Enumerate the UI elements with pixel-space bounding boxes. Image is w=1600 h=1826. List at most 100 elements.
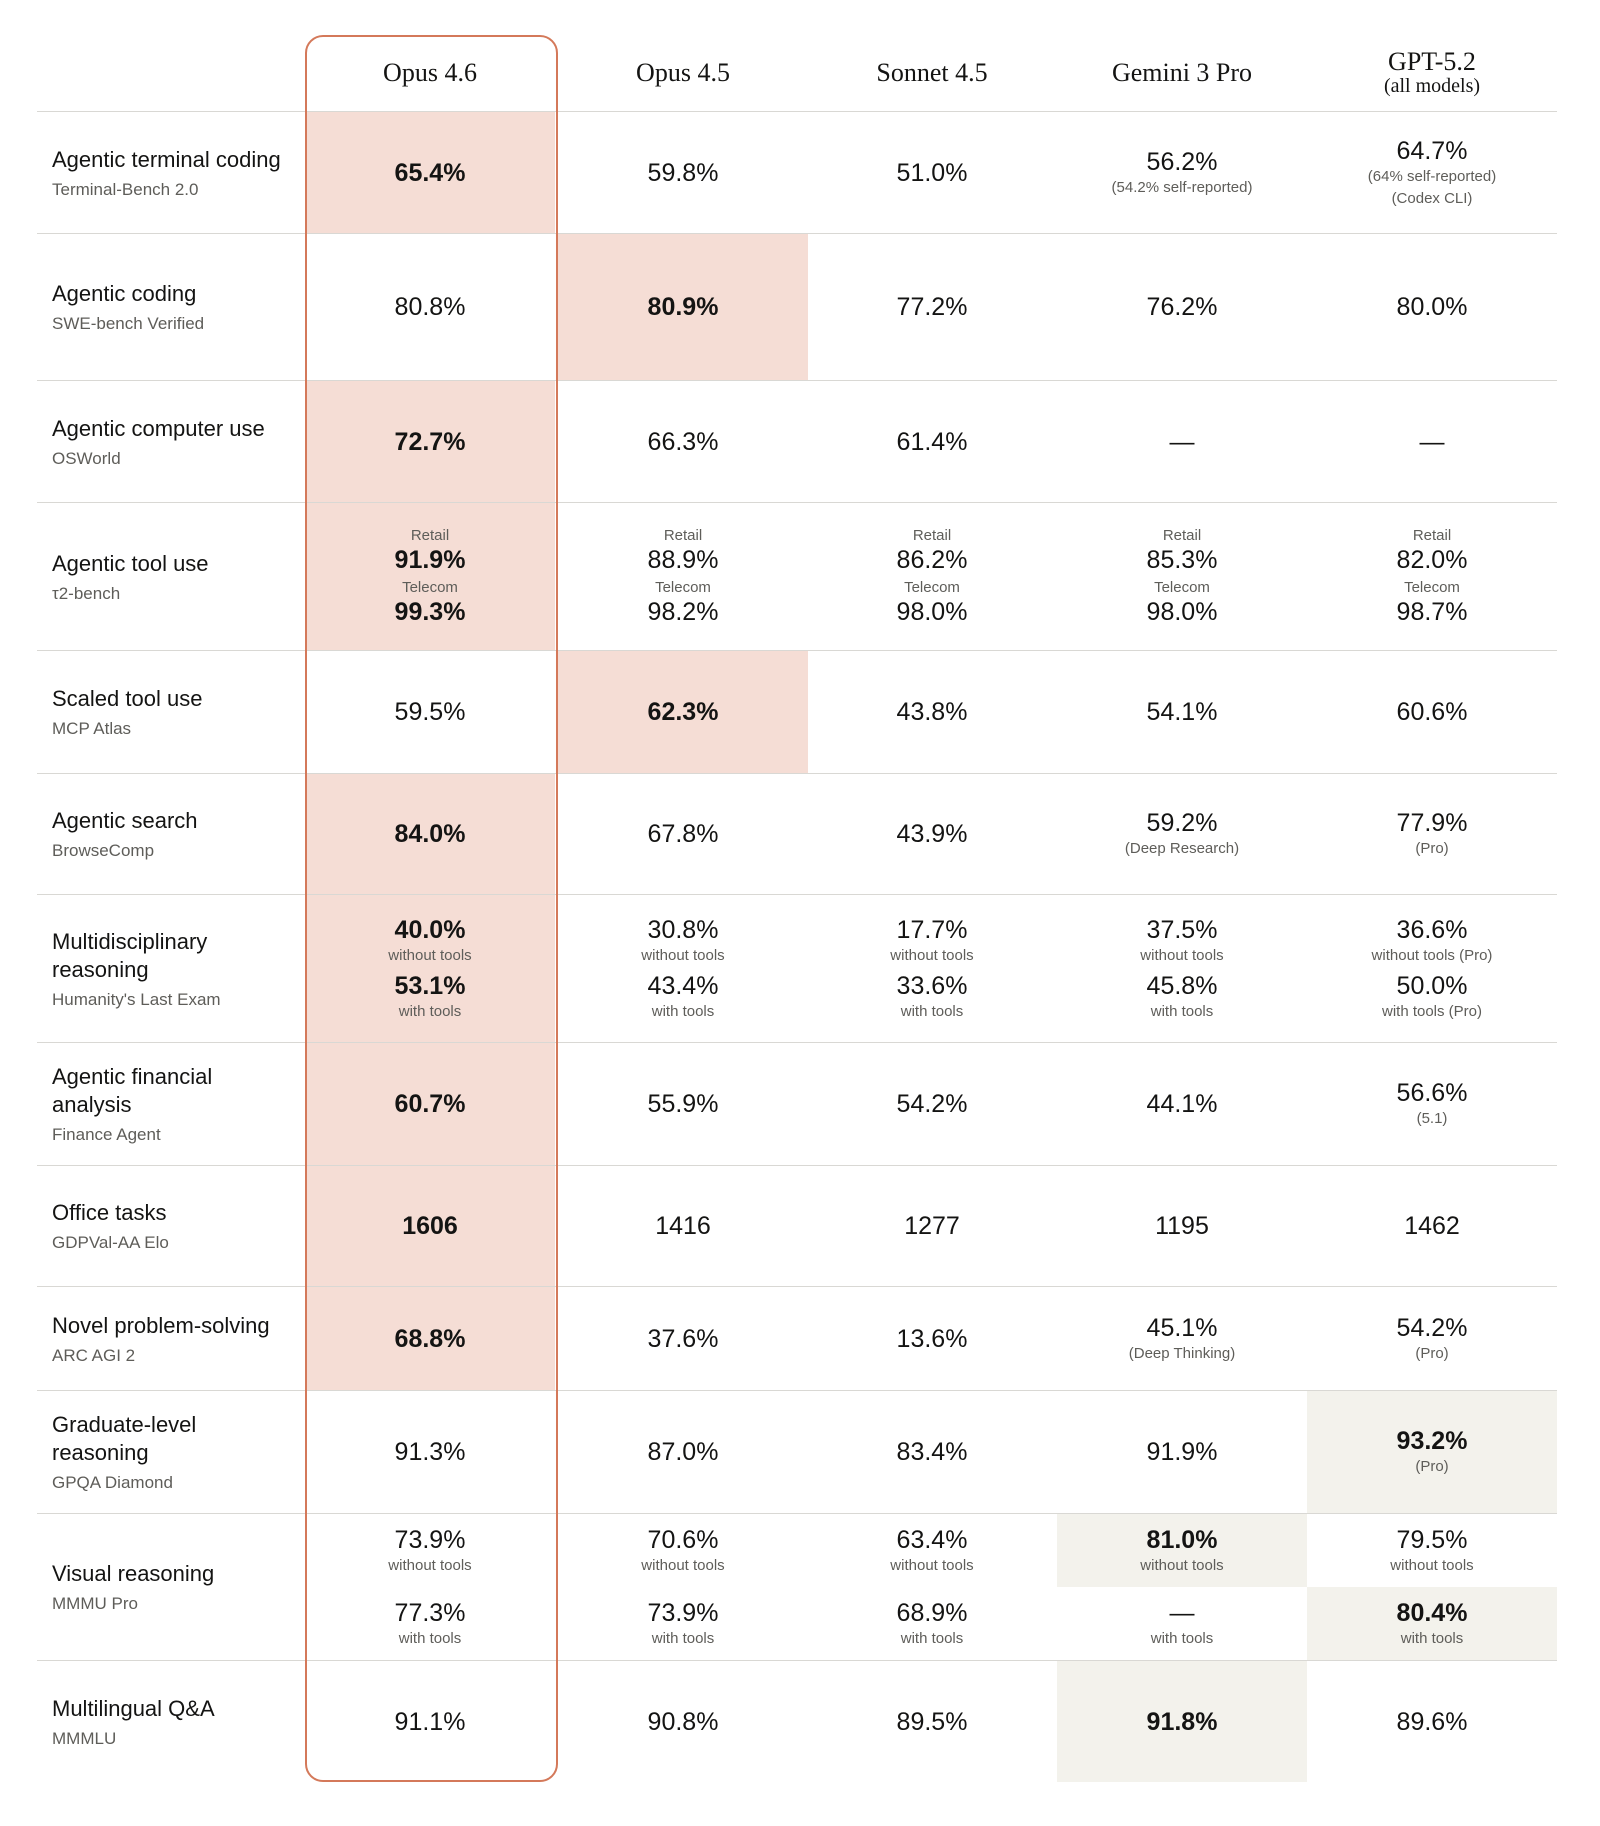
score-item: 68.8% — [305, 1324, 555, 1354]
score-cell: 68.8% — [305, 1287, 555, 1390]
column-header: GPT-5.2 (all models) — [1307, 35, 1557, 111]
score-value: 59.8% — [647, 158, 719, 187]
benchmark-label: Multilingual Q&A MMMLU — [52, 1661, 292, 1782]
score-note: (Pro) — [1415, 1344, 1449, 1362]
score-cell: 77.2% — [807, 234, 1057, 380]
score-value: 68.9% — [896, 1598, 968, 1627]
benchmark-name: MCP Atlas — [52, 719, 132, 738]
score-value: 65.4% — [394, 158, 466, 187]
benchmark-table: Opus 4.6 Opus 4.5 Sonnet 4.5 Gemini 3 Pro GP… — [37, 0, 1557, 1800]
benchmark-name: MMMLU — [52, 1728, 117, 1748]
benchmark-name: ARC AGI 2 — [52, 1345, 136, 1365]
score-value: 59.5% — [394, 698, 466, 726]
score-item: 73.9% without tools — [305, 1514, 555, 1587]
score-value: 72.7% — [394, 427, 466, 456]
benchmark-name: MMMU Pro — [52, 1594, 138, 1613]
score-value: 79.5% — [1396, 1525, 1468, 1554]
score-cell: 45.1% (Deep Thinking) — [1057, 1287, 1307, 1390]
score-value: 90.8% — [647, 1707, 719, 1736]
benchmark-label: Agentic coding SWE-bench Verified — [52, 234, 292, 380]
table-row: Agentic coding SWE-bench Verified 80.8% 80.… — [37, 233, 1557, 380]
score-value: 98.2% — [647, 597, 719, 626]
score-item: 59.8% — [558, 158, 808, 188]
score-cell: 13.6% — [807, 1287, 1057, 1390]
score-value: 50.0% — [1396, 971, 1468, 1000]
score-item: 51.0% — [807, 158, 1057, 188]
benchmark-title: Agentic terminal coding — [52, 146, 281, 172]
score-cell: 72.7% — [305, 381, 555, 502]
table-row: Agentic financial analysis Finance Agent 6… — [37, 1042, 1557, 1165]
score-item: 56.6% (5.1) — [1307, 1078, 1557, 1130]
score-value: 70.6% — [647, 1525, 719, 1554]
score-item: 80.9% — [558, 292, 808, 322]
score-cell: 80.8% — [305, 234, 555, 380]
score-cell: 56.6% (5.1) — [1307, 1043, 1557, 1165]
score-value: 64.7% — [1396, 136, 1468, 165]
score-cell: 91.1% — [305, 1661, 555, 1782]
score-value: 84.0% — [394, 820, 466, 848]
table-row: Office tasks GDPVal-AA Elo 1606 1416 1277 119… — [37, 1165, 1557, 1286]
score-value: 43.4% — [647, 971, 719, 1000]
score-note: without tools (Pro) — [1371, 946, 1493, 964]
score-item: 83.4% — [807, 1437, 1057, 1467]
score-item: 45.8% with tools — [1057, 971, 1307, 1023]
score-item: 89.5% — [807, 1707, 1057, 1737]
score-label: Telecom — [1404, 578, 1460, 596]
score-item: 60.7% — [305, 1089, 555, 1119]
score-value: 63.4% — [896, 1525, 968, 1554]
score-item: 54.2% (Pro) — [1307, 1313, 1557, 1365]
score-value: 91.1% — [394, 1707, 466, 1736]
score-cell: 40.0% without tools 53.1% with tools — [305, 895, 555, 1042]
score-item: 91.8% — [1057, 1707, 1307, 1737]
score-cell: 54.2% (Pro) — [1307, 1287, 1557, 1390]
benchmark-name: BrowseComp — [52, 841, 155, 860]
score-item: 77.9% (Pro) — [1307, 808, 1557, 860]
score-value: 98.7% — [1396, 597, 1468, 626]
score-value: 13.6% — [896, 1324, 968, 1353]
score-cell: Retail 86.2% Telecom 98.0% — [807, 503, 1057, 650]
benchmark-name: τ2-bench — [52, 583, 121, 603]
score-cell: 91.3% — [305, 1391, 555, 1513]
score-cell: 56.2% (54.2% self-reported) — [1057, 112, 1307, 233]
score-cell: 62.3% — [558, 651, 808, 773]
score-item: 36.6% without tools (Pro) — [1307, 915, 1557, 967]
score-item: 59.5% — [305, 697, 555, 727]
score-note: with tools — [1150, 1629, 1214, 1647]
score-value: 1195 — [1155, 1212, 1209, 1240]
score-label: Telecom — [402, 578, 458, 596]
score-label: Telecom — [1154, 578, 1210, 596]
column-header-name: GPT-5.2 — [1388, 47, 1476, 76]
score-value: 1606 — [402, 1212, 458, 1240]
score-note: (Pro) — [1415, 840, 1449, 857]
score-value: 85.3% — [1146, 545, 1218, 574]
benchmark-title: Graduate-level reasoning — [52, 1412, 197, 1465]
score-note: with tools — [651, 1629, 715, 1647]
score-cell: 91.8% — [1057, 1661, 1307, 1782]
score-value: 93.2% — [1396, 1427, 1468, 1455]
benchmark-name: GPQA Diamond — [52, 1473, 173, 1492]
score-value: 86.2% — [896, 545, 968, 574]
score-item: 67.8% — [558, 819, 808, 849]
score-value: 98.0% — [1146, 597, 1218, 626]
benchmark-title: Agentic tool use — [52, 550, 209, 576]
score-note: with tools — [1400, 1629, 1464, 1647]
score-value: 45.1% — [1146, 1313, 1218, 1342]
score-cell: 43.8% — [807, 651, 1057, 773]
score-cell: 76.2% — [1057, 234, 1307, 380]
score-value: 76.2% — [1146, 293, 1218, 321]
score-cell: — — [1307, 381, 1557, 502]
score-cell: Retail 88.9% Telecom 98.2% — [558, 503, 808, 650]
score-cell: — — [1057, 381, 1307, 502]
score-item: Telecom 98.0% — [807, 579, 1057, 627]
score-cell: 81.0% without tools — with tools — [1057, 1514, 1307, 1660]
score-cell: 80.0% — [1307, 234, 1557, 380]
score-value: 54.2% — [1396, 1313, 1468, 1342]
score-item: 59.2% (Deep Research) — [1057, 808, 1307, 860]
score-value: 43.9% — [896, 820, 968, 848]
table-row: Agentic search BrowseComp 84.0% 67.8% 43.9% 5… — [37, 773, 1557, 894]
score-item: 93.2% (Pro) — [1307, 1426, 1557, 1478]
score-item: 43.9% — [807, 819, 1057, 849]
score-cell: 1195 — [1057, 1166, 1307, 1286]
score-cell: 59.5% — [305, 651, 555, 773]
benchmark-label: Agentic computer use OSWorld — [52, 381, 292, 502]
